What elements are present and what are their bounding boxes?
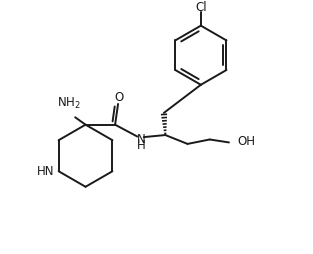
Text: OH: OH [238, 135, 256, 148]
Text: N: N [136, 133, 145, 146]
Text: HN: HN [37, 165, 54, 178]
Text: NH$_2$: NH$_2$ [57, 96, 81, 112]
Text: H: H [136, 139, 145, 152]
Text: Cl: Cl [195, 1, 207, 13]
Text: O: O [114, 91, 123, 104]
